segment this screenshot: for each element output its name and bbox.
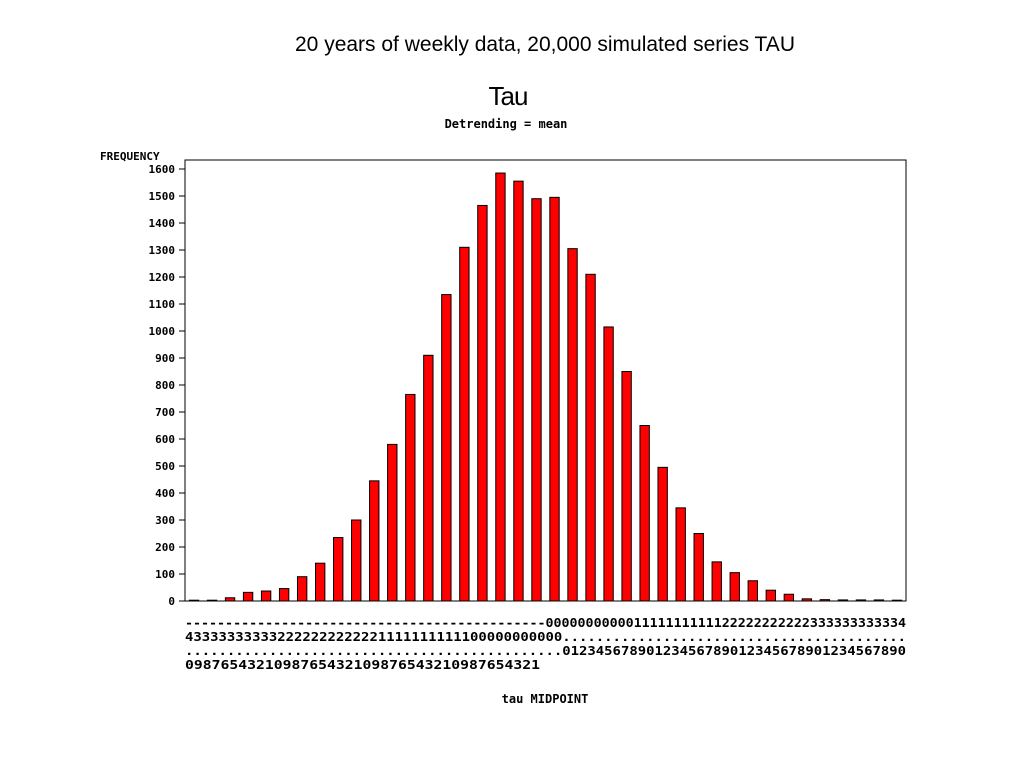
x-axis-label: tau MIDPOINT: [502, 692, 589, 706]
bar: [567, 248, 578, 602]
bar: [621, 371, 632, 602]
bar: [296, 576, 308, 602]
bar: [423, 354, 434, 602]
bar: [603, 326, 614, 602]
bar: [278, 588, 290, 602]
y-axis-label: FREQUENCY: [100, 150, 160, 163]
bar: [405, 393, 416, 602]
bar: [783, 593, 795, 602]
chart-title: Tau: [489, 81, 528, 111]
bar: [693, 533, 704, 602]
x-tick-rows: ----------------------------------------…: [185, 616, 906, 672]
bar: [585, 273, 596, 602]
bar: [224, 597, 236, 602]
y-tick-label: 500: [155, 460, 175, 473]
y-tick-label: 600: [155, 433, 175, 446]
y-tick-label: 100: [155, 568, 175, 581]
bar: [206, 599, 218, 602]
x-tick-row: ----------------------------------------…: [185, 616, 906, 630]
y-tick-label: 1100: [149, 298, 176, 311]
bar: [639, 425, 650, 602]
bars: [188, 172, 903, 602]
y-tick-label: 700: [155, 406, 175, 419]
y-tick-label: 0: [168, 595, 175, 608]
plot-frame: [184, 159, 907, 602]
bar: [513, 180, 524, 602]
bar: [855, 599, 867, 602]
y-tick-label: 1000: [149, 325, 176, 338]
y-tick-label: 1200: [149, 271, 176, 284]
y-tick-label: 800: [155, 379, 175, 392]
bar: [242, 591, 254, 602]
bar: [315, 562, 326, 602]
bar: [873, 599, 885, 602]
x-tick-row: 0987654321098765432109876543210987654321: [185, 658, 540, 672]
bar: [333, 537, 344, 602]
bar: [495, 172, 506, 602]
bar: [891, 599, 903, 602]
y-tick-label: 1400: [149, 217, 176, 230]
bar: [837, 599, 849, 602]
y-tick-label: 900: [155, 352, 175, 365]
y-tick-label: 400: [155, 487, 175, 500]
bar: [441, 294, 452, 602]
bar: [549, 196, 560, 602]
y-tick-label: 1600: [149, 163, 176, 176]
bar: [801, 598, 813, 602]
bar: [657, 466, 668, 602]
y-tick-label: 200: [155, 541, 175, 554]
bar: [711, 561, 722, 602]
bar: [729, 572, 740, 602]
x-tick-row: 4333333333322222222222211111111111000000…: [185, 630, 906, 644]
chart-subtitle: Detrending = mean: [445, 117, 568, 131]
bar: [260, 590, 272, 602]
bar: [188, 599, 200, 602]
bar: [765, 589, 776, 602]
y-axis: 0 100 200 300 400 500 600 700 800 900 1000 1100 1200…: [149, 163, 185, 608]
bar: [387, 443, 398, 602]
y-tick-label: 1300: [149, 244, 176, 257]
y-tick-label: 1500: [149, 190, 176, 203]
bar: [477, 204, 488, 602]
bar: [459, 246, 470, 602]
bar: [747, 580, 758, 602]
bar: [351, 519, 362, 602]
bar: [819, 599, 831, 602]
slide-title: 20 years of weekly data, 20,000 simulate…: [295, 33, 795, 56]
bar: [369, 480, 380, 602]
bar: [675, 507, 686, 602]
y-tick-label: 300: [155, 514, 175, 527]
x-tick-row: ........................................…: [185, 644, 906, 658]
bar: [531, 198, 542, 602]
